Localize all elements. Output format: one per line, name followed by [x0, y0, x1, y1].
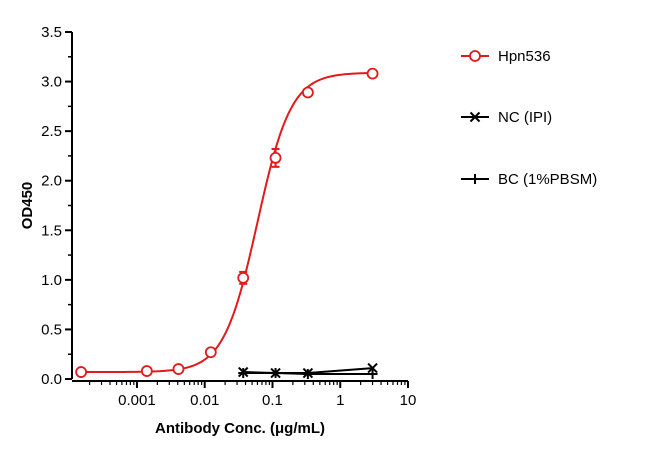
plot-area	[75, 67, 379, 380]
y-tick-label: 2.5	[41, 123, 62, 140]
y-tick-label: 3.0	[41, 74, 62, 91]
hpn536-point	[269, 152, 282, 164]
y-tick-label: 3.5	[41, 24, 62, 41]
legend-item-bc-1-pbsm: BC (1%PBSM)	[461, 171, 597, 188]
x-marker-stroke	[302, 367, 314, 379]
x-marker-stroke	[238, 366, 249, 378]
hpn536-fit-curve	[81, 71, 373, 374]
legend-swatch-marker	[470, 174, 480, 184]
legend-item-hpn536: Hpn536	[461, 48, 551, 65]
hpn536-point	[204, 346, 217, 359]
nc-ipi-point	[238, 366, 249, 378]
y-tick-label: 0.5	[41, 321, 62, 338]
legend-swatch-marker	[469, 50, 481, 62]
x-axis-title: Antibody Conc. (μg/mL)	[155, 420, 325, 437]
y-tick-label: 1.0	[41, 272, 62, 289]
hpn536-point	[301, 86, 314, 99]
legend-swatch-marker	[469, 111, 481, 123]
x-marker-stroke	[367, 362, 378, 374]
x-tick-label: 1	[336, 392, 344, 409]
hpn536-point	[140, 365, 153, 377]
axes: 0.0 0.5 1.0 1.5 2.0 2.5 3.0 3.5 0.001 0.01 0.1 1 10 A…	[19, 24, 416, 437]
y-axis-title: OD450	[19, 182, 36, 230]
x-marker-stroke	[469, 111, 481, 123]
nc-ipi-point	[270, 367, 281, 379]
hpn536-point	[172, 363, 185, 375]
y-tick-label: 1.5	[41, 222, 62, 239]
legend-label: NC (IPI)	[498, 109, 552, 126]
x-marker-stroke	[270, 367, 281, 379]
hpn536-point	[75, 366, 88, 378]
legend-item-nc-ipi: NC (IPI)	[461, 109, 552, 126]
x-tick-label: 0.001	[118, 392, 156, 409]
legend-label: Hpn536	[498, 48, 551, 65]
y-tick-label: 2.0	[41, 173, 62, 190]
y-tick-label: 0.0	[41, 371, 62, 388]
legend-label: BC (1%PBSM)	[498, 171, 597, 188]
nc-ipi-point	[367, 362, 378, 374]
nc-ipi-line	[243, 367, 373, 375]
hpn536-point	[366, 67, 379, 80]
x-tick-label: 0.1	[262, 392, 283, 409]
nc-ipi-point	[302, 367, 314, 379]
x-tick-label: 10	[400, 392, 417, 409]
x-tick-label: 0.01	[190, 392, 219, 409]
hpn536-point	[237, 271, 250, 284]
legend: Hpn536 NC (IPI) BC (1%PBSM)	[461, 48, 597, 188]
bc-1-pbsm-point	[367, 369, 378, 380]
